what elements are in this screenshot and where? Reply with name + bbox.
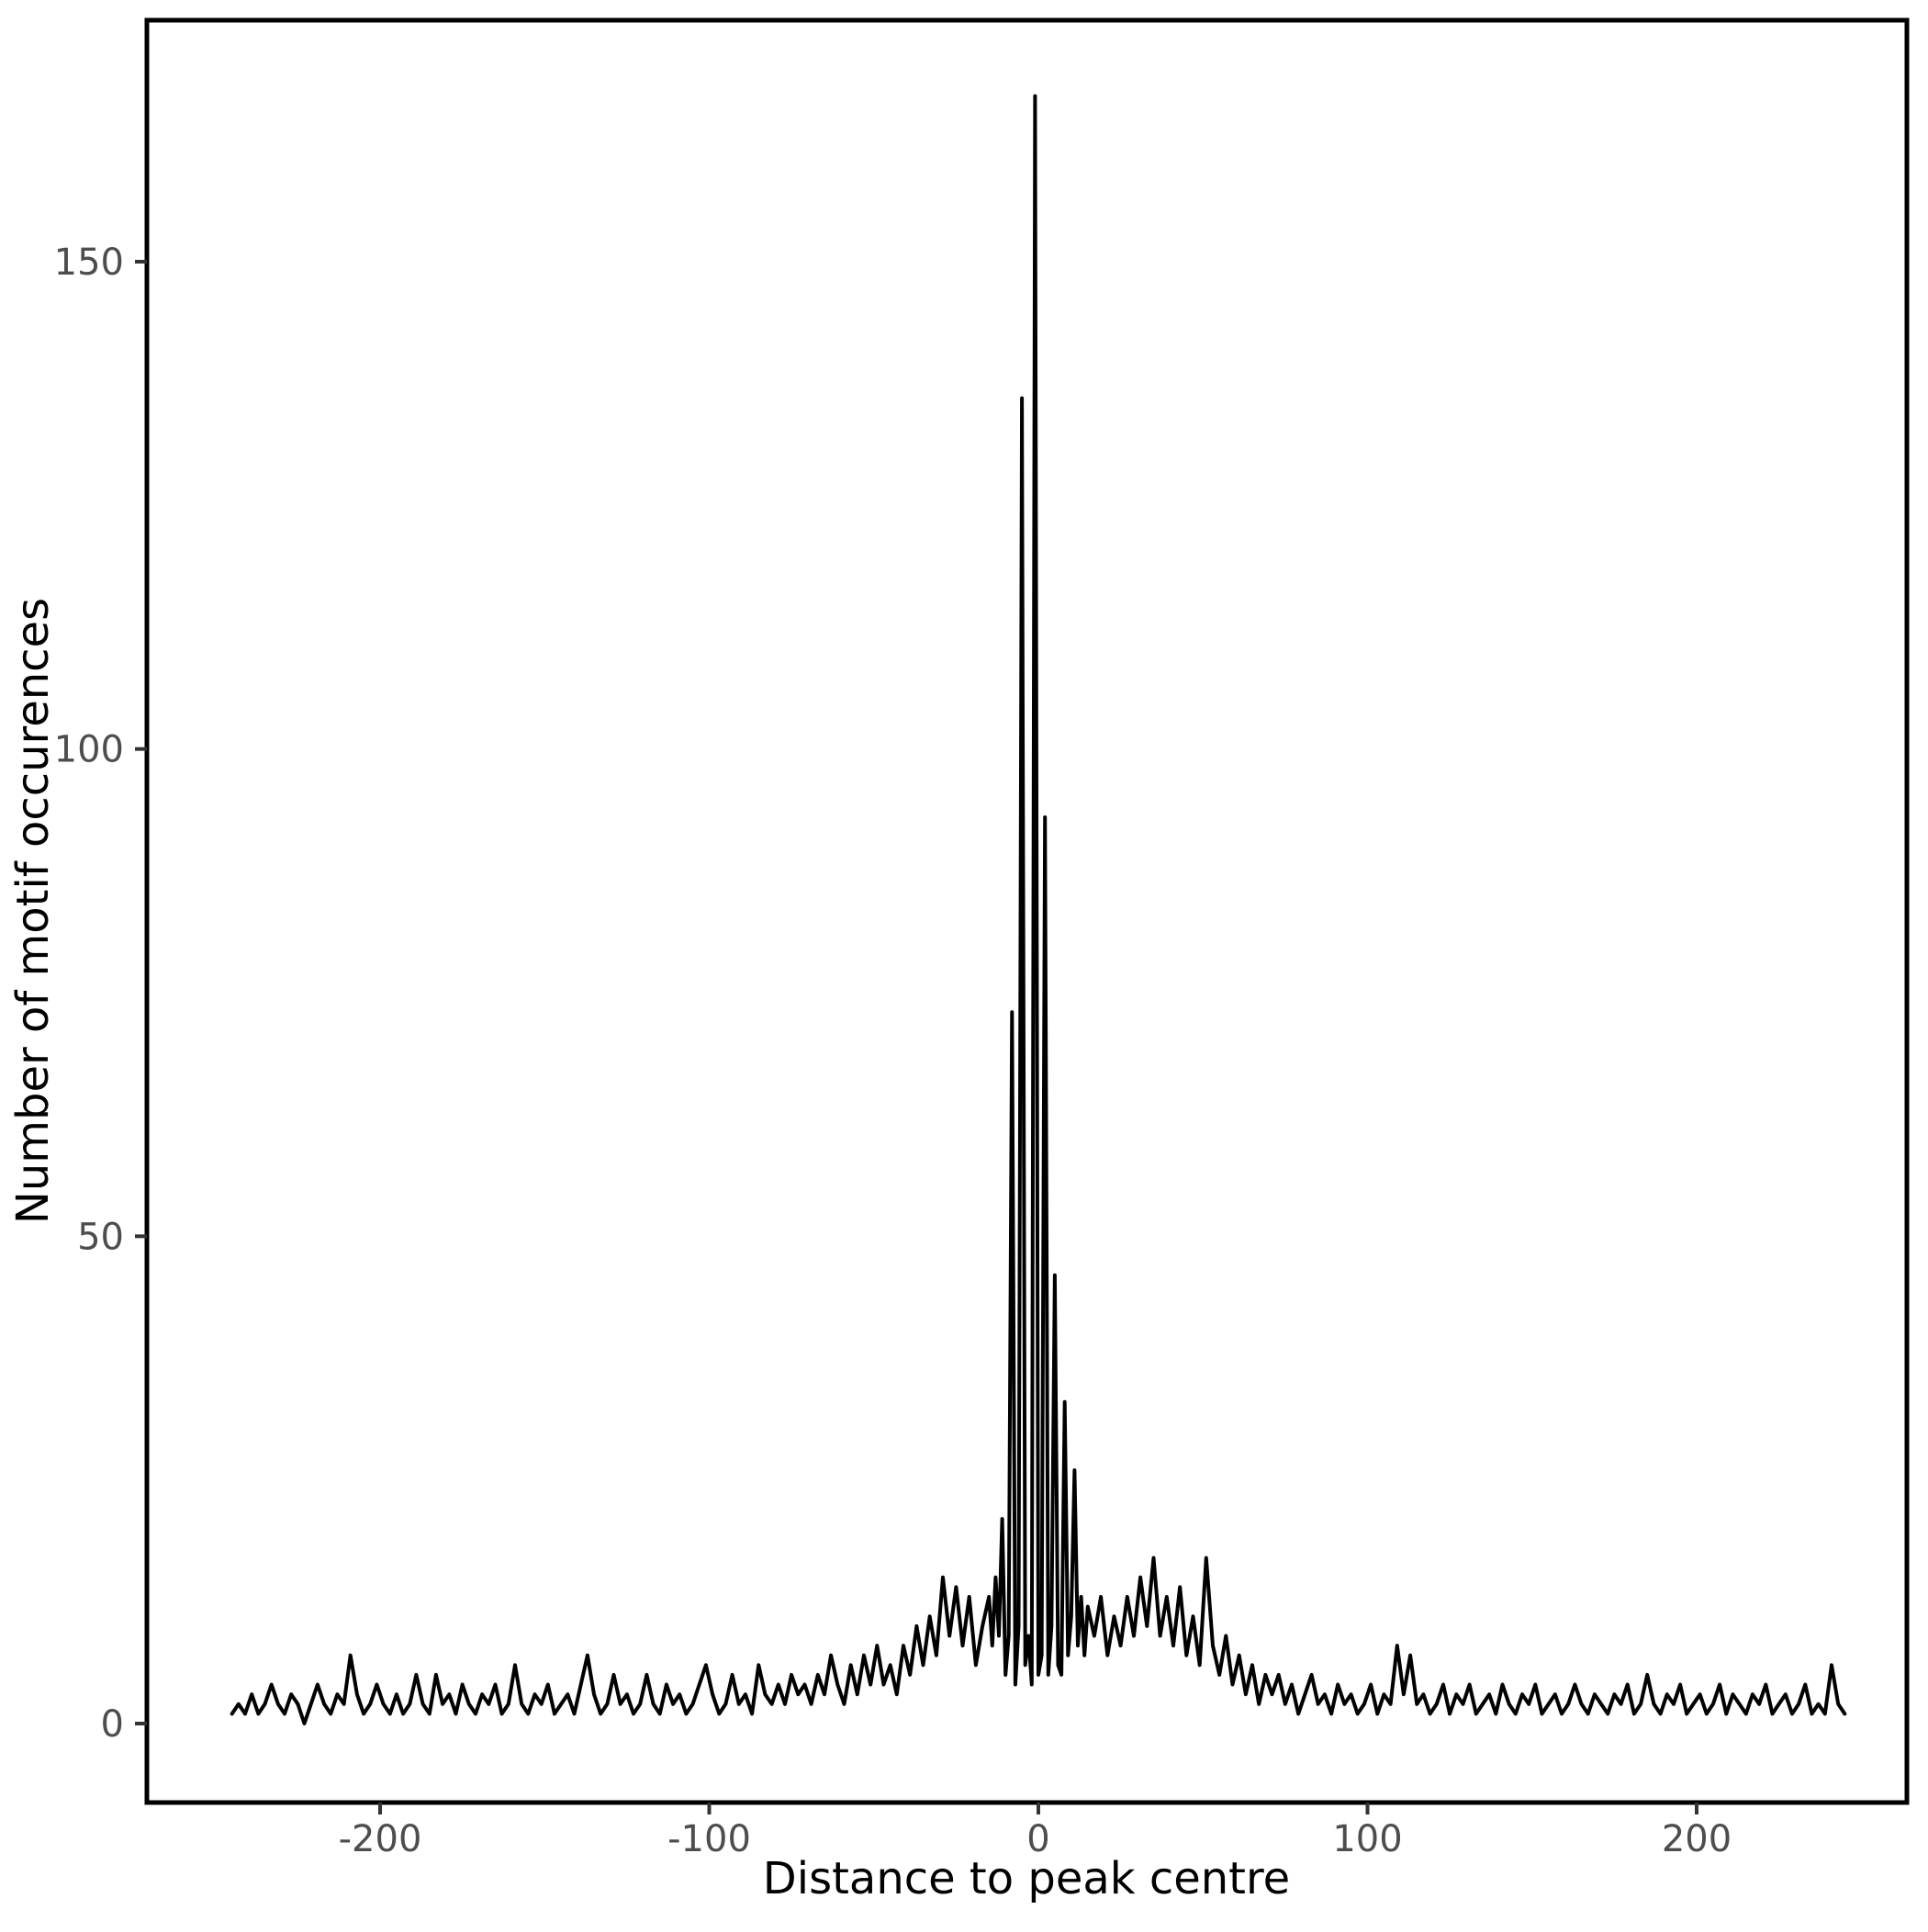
motif-occurrence-line: [230, 94, 1847, 1725]
x-tick-label: -100: [667, 1818, 751, 1860]
plot-panel-border: [144, 17, 1910, 1805]
x-tick-label: 0: [1026, 1818, 1049, 1860]
y-tick-label: 50: [77, 1216, 124, 1258]
x-tick-label: 200: [1662, 1818, 1732, 1860]
x-tick-label: -200: [339, 1818, 422, 1860]
x-axis-title: Distance to peak centre: [763, 1853, 1290, 1904]
y-axis-tick-labels: 0 50 100 150: [54, 242, 124, 1746]
y-tick-label: 100: [54, 729, 124, 771]
x-axis-tick-marks: [378, 1803, 1698, 1814]
y-axis-title: Number of motif occurences: [7, 598, 59, 1224]
x-tick-label: 100: [1332, 1818, 1402, 1860]
x-axis-tick-labels: -200 -100 0 100 200: [339, 1818, 1732, 1860]
y-tick-label: 150: [54, 242, 124, 284]
y-axis-tick-marks: [135, 260, 147, 1725]
y-tick-label: 0: [101, 1703, 124, 1746]
